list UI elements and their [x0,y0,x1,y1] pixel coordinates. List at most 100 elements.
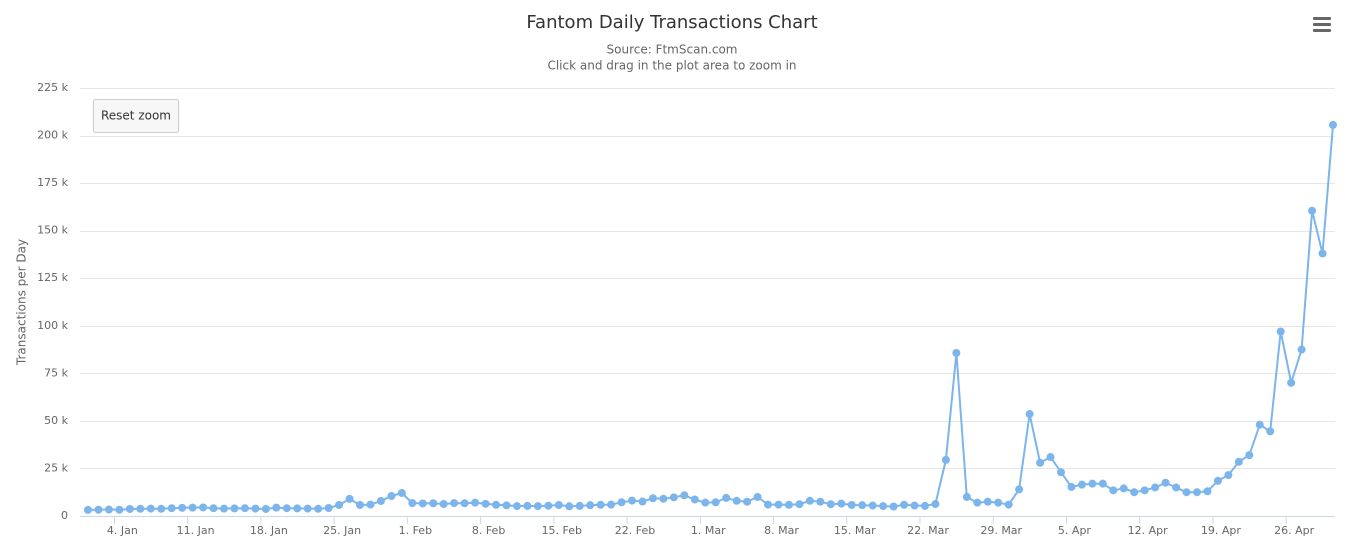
x-tick-label: 4. Jan [107,524,138,537]
y-axis-title: Transactions per Day [15,239,29,366]
data-point [648,494,657,503]
y-tick-label: 75 k [44,366,68,379]
data-point [104,505,113,514]
x-tick-label: 18. Jan [250,524,288,537]
data-point [146,504,155,513]
reset-zoom-button[interactable]: Reset zoom [93,99,179,133]
data-point [680,491,689,500]
y-tick-label: 50 k [44,414,68,427]
y-tick-label: 150 k [37,224,68,237]
data-point [502,501,511,510]
data-point [1297,345,1306,354]
data-point [722,493,731,502]
data-point [701,498,710,507]
data-point [826,500,835,509]
data-point [293,504,302,513]
menu-bar [1313,17,1331,20]
data-point [732,496,741,505]
data-point [418,499,427,508]
data-point [1109,486,1118,495]
data-point [690,495,699,504]
data-point [1036,458,1045,467]
y-tick-label: 175 k [37,176,68,189]
data-point [376,496,385,505]
data-point [1182,488,1191,497]
data-point [638,497,647,506]
data-point [1234,457,1243,466]
chart-subtitle: Source: FtmScan.com [607,43,738,57]
data-point [1067,482,1076,491]
data-point [816,497,825,506]
data-point [910,501,919,510]
data-point [188,503,197,512]
data-point [282,504,291,513]
data-point [115,505,124,514]
plot-area: 0 25 k 50 k 75 k 100 k 125 k 150 k 175 k 200 k 22… [37,81,1337,537]
x-tick-label: 15. Mar [834,524,876,537]
data-point [523,501,532,510]
y-tick-label: 100 k [37,319,68,332]
data-point [858,501,867,510]
data-point [533,502,542,511]
data-point [397,488,406,497]
x-tick-label: 11. Jan [177,524,215,537]
data-point [795,500,804,509]
data-point [1088,479,1097,488]
x-tick-label: 8. Mar [764,524,799,537]
data-point [450,499,459,508]
y-tick-label: 125 k [37,271,68,284]
data-point [303,504,312,513]
data-point [1004,500,1013,509]
data-point [774,500,783,509]
data-point [345,494,354,503]
chart-title: Fantom Daily Transactions Chart [526,12,817,33]
y-tick-label: 200 k [37,129,68,142]
data-point [941,455,950,464]
data-point [1192,488,1201,497]
data-point [743,497,752,506]
data-point [805,496,814,505]
data-point [94,505,103,514]
data-point [324,504,333,513]
data-point [565,502,574,511]
data-point [753,492,762,501]
x-tick-label: 12. Apr [1128,524,1168,537]
data-point [209,504,218,513]
data-point [764,500,773,509]
chart-subtitle: Click and drag in the plot area to zoom … [547,59,796,73]
data-point [356,500,365,509]
x-tick-label: 5. Apr [1058,524,1091,537]
y-tick-label: 225 k [37,81,68,94]
data-point [962,492,971,501]
x-tick-label: 1. Mar [691,524,726,537]
data-point [240,504,249,513]
data-point [1025,410,1034,419]
data-point [178,503,187,512]
menu-bar [1313,29,1331,32]
data-point [607,500,616,509]
data-point [1245,451,1254,460]
data-point [1140,486,1149,495]
data-point [1161,478,1170,487]
data-point [994,498,1003,507]
data-point [512,502,521,511]
data-point [84,505,92,514]
data-point [617,498,626,507]
data-point [481,499,490,508]
data-point [1308,206,1317,215]
data-point [1077,480,1086,489]
series-line [87,124,1334,511]
data-point [575,501,584,510]
x-tick-label: 29. Mar [980,524,1022,537]
data-point [847,500,856,509]
data-point [220,504,229,513]
menu-bar [1313,23,1331,26]
data-point [554,500,563,509]
data-point [1287,378,1296,387]
menu-button[interactable] [1313,17,1331,32]
x-tick-label: 1. Feb [399,524,432,537]
data-point [314,504,323,513]
data-point [628,496,637,505]
